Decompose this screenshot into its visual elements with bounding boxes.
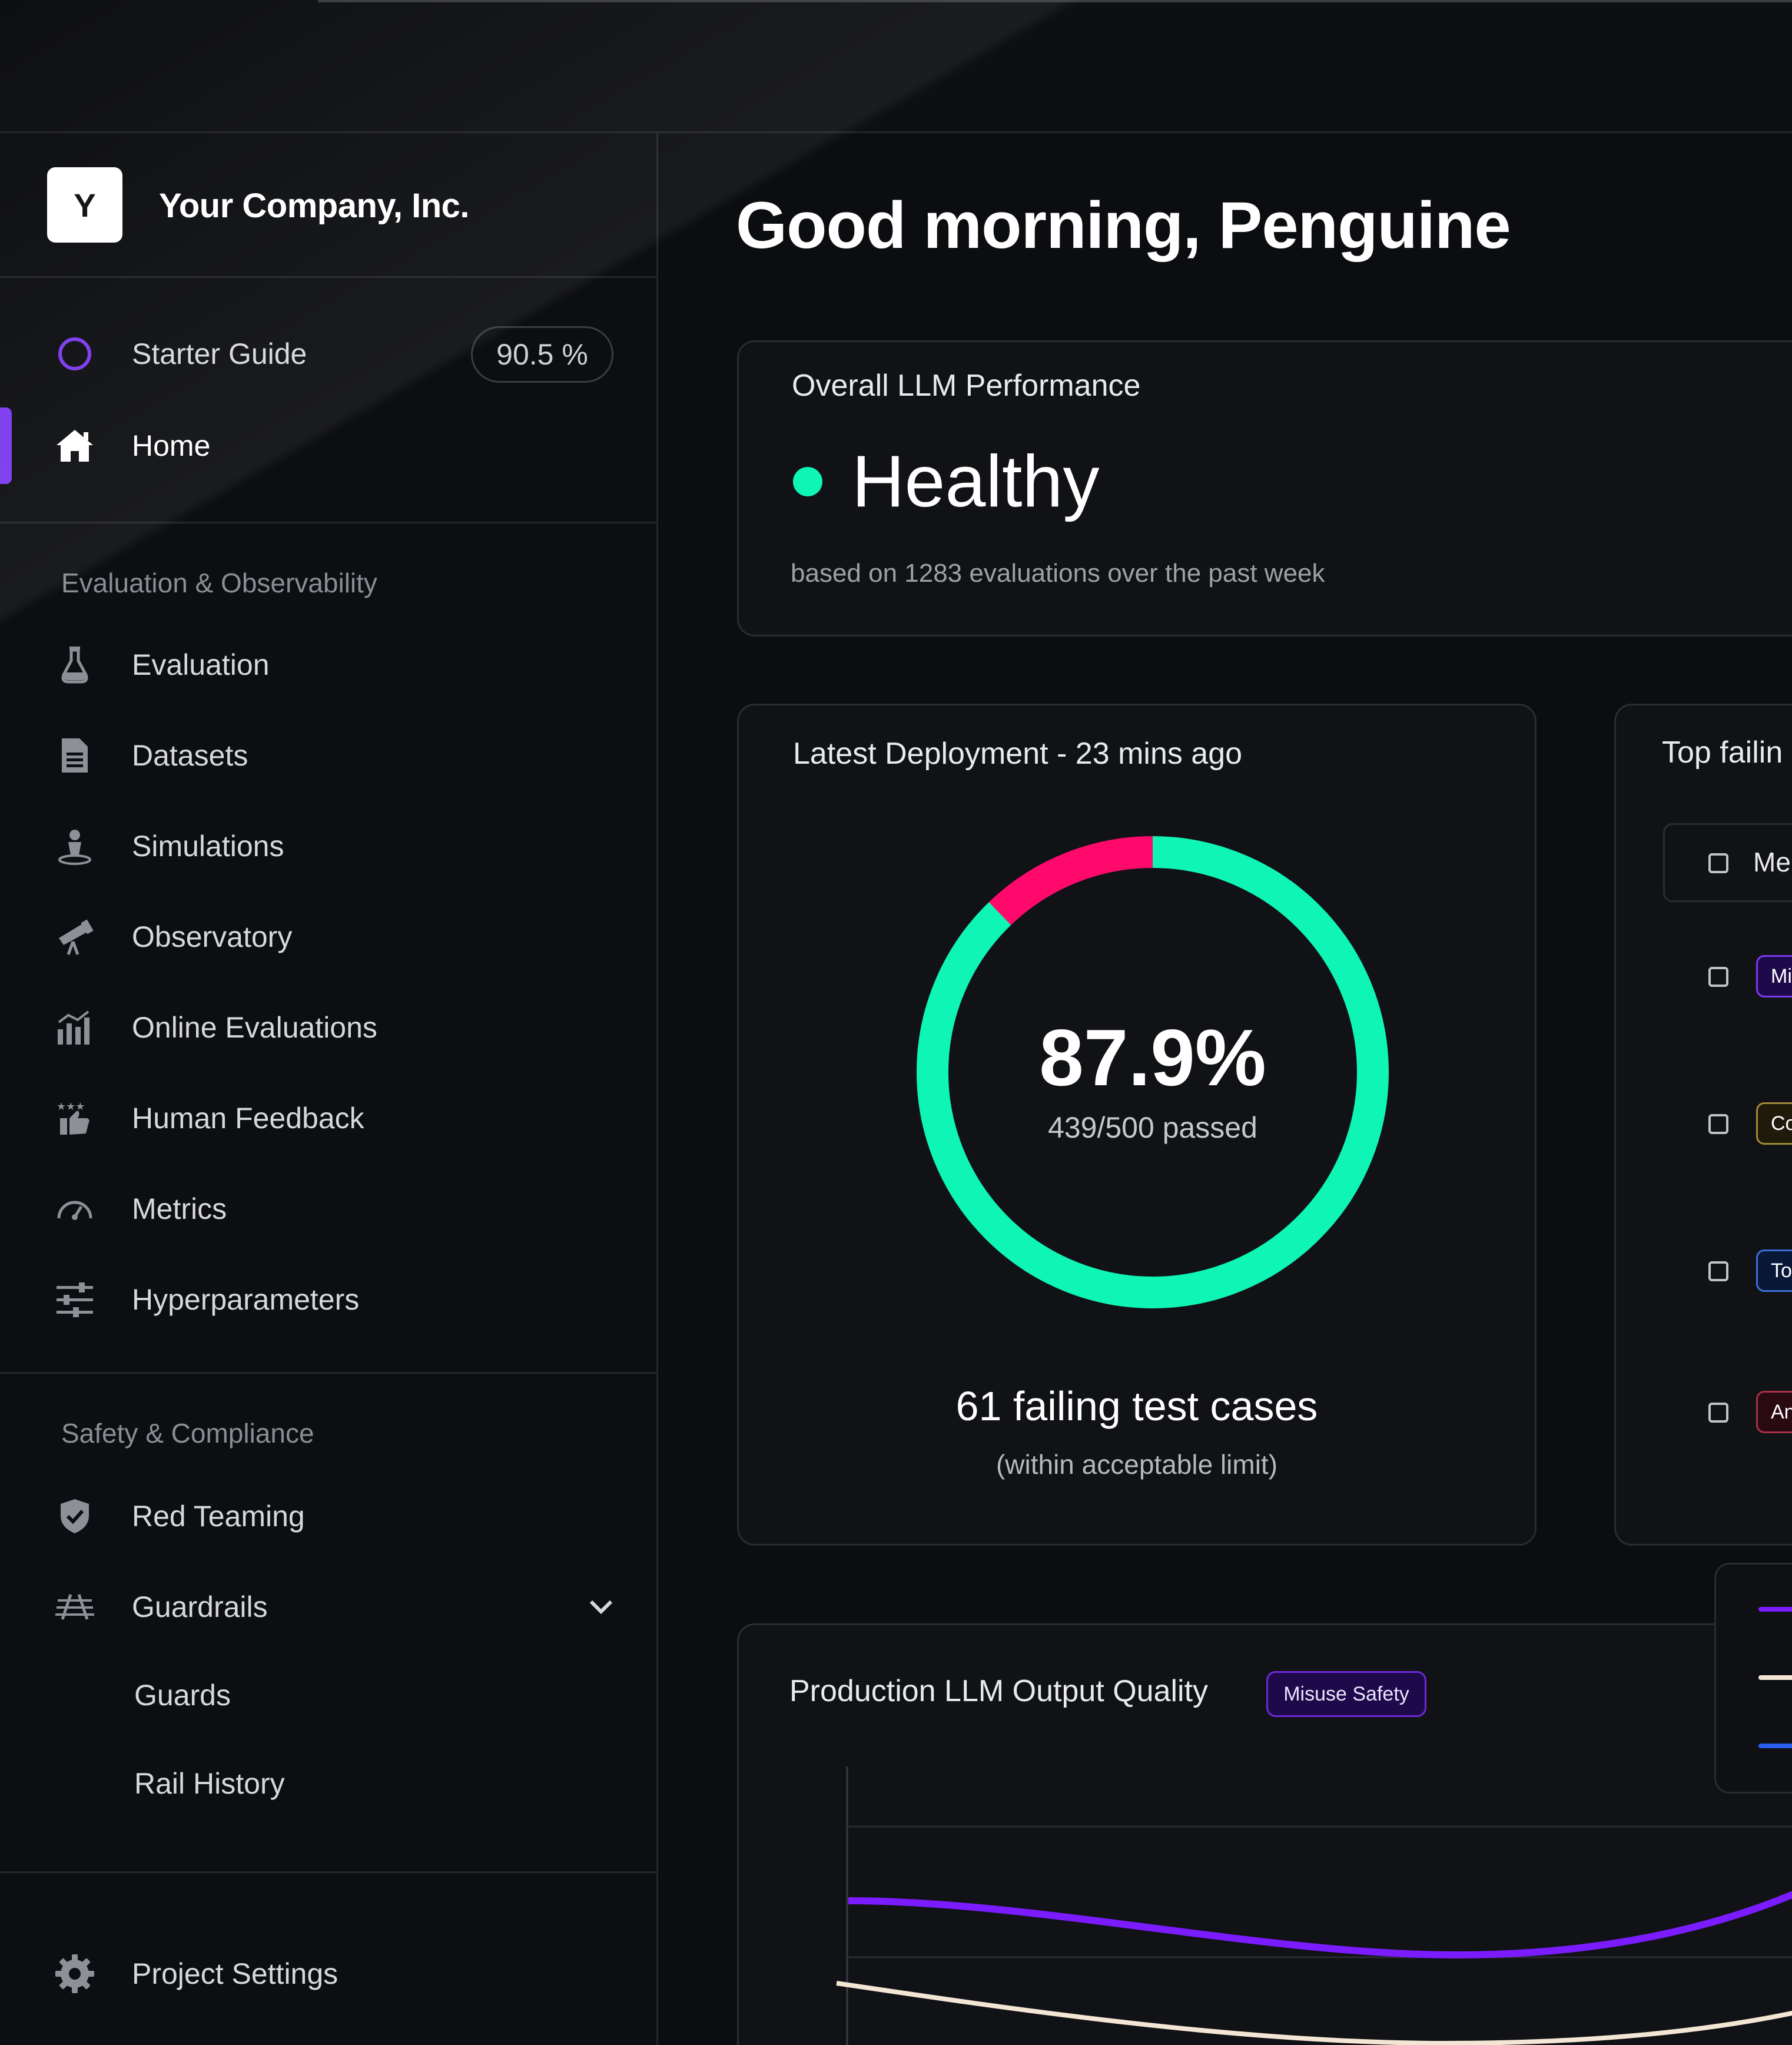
quality-line-chart <box>836 1766 1792 2045</box>
company-name: Your Company, Inc. <box>159 187 470 225</box>
progress-circle-icon <box>54 333 95 374</box>
sidebar-item-label: Hyperparameters <box>132 1283 360 1316</box>
status-text: Healthy <box>852 441 1100 522</box>
sidebar-item-label: Starter Guide <box>132 337 307 370</box>
series-line-cream <box>836 1981 1792 2045</box>
sliders-icon <box>54 1279 95 1320</box>
sidebar-item-label: Observatory <box>132 920 293 953</box>
home-icon <box>54 425 95 466</box>
brand-header[interactable]: Y Your Company, Inc. <box>0 133 656 278</box>
sidebar-item-label: Simulations <box>132 830 284 863</box>
sidebar: Y Your Company, Inc. Starter Guide 90.5 … <box>0 133 658 2045</box>
series-line-purple <box>848 1891 1792 1959</box>
sidebar-item-label: Datasets <box>132 739 248 772</box>
sidebar-divider <box>0 1871 656 1873</box>
gear-icon <box>54 1953 95 1994</box>
sidebar-item-guardrails[interactable]: Guardrails <box>0 1569 656 1645</box>
bar-chart-icon <box>54 1007 95 1048</box>
performance-subtitle: based on 1283 evaluations over the past … <box>791 559 1325 588</box>
top-edge <box>318 0 1792 2</box>
thumbs-up-stars-icon: ★★★ <box>54 1098 95 1139</box>
sidebar-item-online-evaluations[interactable]: Online Evaluations <box>0 989 656 1066</box>
section-title-evaluation: Evaluation & Observability <box>61 568 377 598</box>
table-header: Me <box>1663 823 1792 902</box>
failing-note: (within acceptable limit) <box>995 1449 1278 1480</box>
legend-swatch-purple <box>1758 1607 1792 1612</box>
sidebar-item-label: Rail History <box>134 1767 285 1800</box>
overall-performance-card[interactable]: Overall LLM Performance Healthy based on… <box>737 340 1792 637</box>
sidebar-item-label: Guardrails <box>132 1590 268 1623</box>
chevron-down-icon[interactable] <box>586 1592 616 1622</box>
category-tag: Co <box>1756 1102 1792 1145</box>
sidebar-item-evaluation[interactable]: Evaluation <box>0 627 656 703</box>
card-title: Production LLM Output Quality <box>789 1674 1209 1708</box>
sidebar-divider <box>0 1372 656 1374</box>
gauge-icon <box>54 1188 95 1229</box>
sidebar-item-guards[interactable]: Guards <box>0 1657 656 1734</box>
sidebar-item-label: Evaluation <box>132 648 270 681</box>
page-title: Good morning, Penguine <box>736 188 1511 262</box>
top-failing-card[interactable]: Top failin Me Mi Co To An <box>1614 704 1792 1546</box>
card-title: Top failin <box>1662 735 1783 770</box>
sidebar-item-rail-history[interactable]: Rail History <box>0 1745 656 1822</box>
sidebar-item-label: Project Settings <box>132 1957 339 1990</box>
sidebar-divider <box>0 522 656 523</box>
category-tag: Mi <box>1756 955 1792 997</box>
card-title: Latest Deployment - 23 mins ago <box>793 737 1243 771</box>
sidebar-item-red-teaming[interactable]: Red Teaming <box>0 1478 656 1555</box>
donut-chart <box>917 836 1389 1308</box>
pass-rate-value: 87.9% <box>1039 1013 1266 1102</box>
sidebar-item-datasets[interactable]: Datasets <box>0 717 656 794</box>
sidebar-item-metrics[interactable]: Metrics <box>0 1171 656 1247</box>
person-simulation-icon <box>54 826 95 867</box>
top-bar <box>0 0 1792 133</box>
sidebar-item-label: Human Feedback <box>132 1102 364 1135</box>
rails-icon <box>54 1586 95 1628</box>
company-logo: Y <box>47 167 122 243</box>
sidebar-item-starter-guide[interactable]: Starter Guide <box>0 316 656 392</box>
misuse-safety-badge[interactable]: Misuse Safety <box>1266 1671 1426 1717</box>
sidebar-item-hyperparameters[interactable]: Hyperparameters <box>0 1261 656 1338</box>
sidebar-item-label: Home <box>132 429 211 462</box>
legend-swatch-cream <box>1758 1675 1792 1680</box>
row-checkbox[interactable] <box>1708 1261 1728 1281</box>
pass-rate-donut: 87.9% 439/500 passed <box>915 835 1390 1310</box>
sidebar-item-simulations[interactable]: Simulations <box>0 808 656 884</box>
sidebar-item-label: Guards <box>134 1679 231 1712</box>
latest-deployment-card[interactable]: Latest Deployment - 23 mins ago 87.9% 43… <box>737 704 1537 1546</box>
donut-fail-segment <box>917 836 1389 1308</box>
document-icon <box>54 735 95 776</box>
status-dot <box>793 467 822 496</box>
flask-icon <box>54 644 95 685</box>
category-tag: To <box>1756 1249 1792 1292</box>
select-all-checkbox[interactable] <box>1708 853 1728 873</box>
output-quality-card[interactable]: Production LLM Output Quality Misuse Saf… <box>737 1623 1792 2045</box>
shield-check-icon <box>54 1496 95 1537</box>
starter-guide-progress-badge: 90.5 % <box>471 326 613 383</box>
sidebar-item-label: Metrics <box>132 1192 227 1225</box>
category-tag: An <box>1756 1391 1792 1433</box>
card-title: Overall LLM Performance <box>792 369 1141 403</box>
sidebar-item-label: Red Teaming <box>132 1500 305 1533</box>
row-checkbox[interactable] <box>1708 1114 1728 1134</box>
failing-test-cases: 61 failing test cases <box>955 1383 1318 1429</box>
sidebar-item-label: Online Evaluations <box>132 1011 377 1044</box>
svg-text:★★★: ★★★ <box>57 1101 85 1113</box>
chart-legend <box>1714 1563 1792 1794</box>
active-indicator <box>0 407 12 484</box>
row-checkbox[interactable] <box>1708 967 1728 987</box>
passed-count: 439/500 passed <box>1048 1111 1257 1144</box>
sidebar-item-home[interactable]: Home <box>0 407 656 484</box>
sidebar-item-project-settings[interactable]: Project Settings <box>0 1935 656 2012</box>
legend-swatch-blue <box>1758 1744 1792 1748</box>
sidebar-item-observatory[interactable]: Observatory <box>0 899 656 975</box>
row-checkbox[interactable] <box>1708 1403 1728 1423</box>
column-header: Me <box>1753 847 1791 877</box>
telescope-icon <box>54 916 95 957</box>
sidebar-item-human-feedback[interactable]: ★★★ Human Feedback <box>0 1080 656 1156</box>
section-title-safety: Safety & Compliance <box>61 1418 314 1449</box>
